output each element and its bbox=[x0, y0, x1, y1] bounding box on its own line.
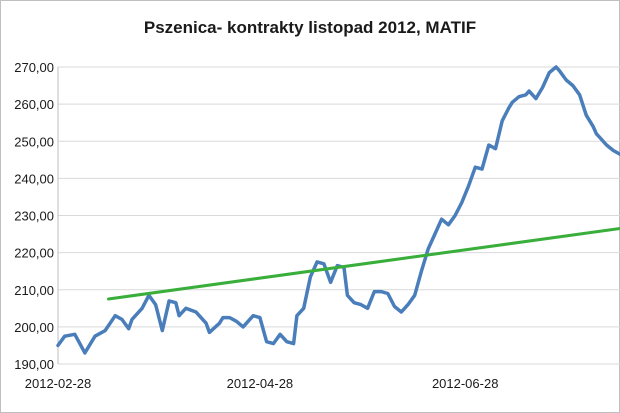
x-tick-label-2012-02-28: 2012-02-28 bbox=[25, 376, 92, 391]
grid-lines bbox=[57, 66, 620, 365]
trend-series-line bbox=[107, 227, 620, 301]
axis-tick-labels: 190,00 200,00 210,00 220,00 230,00 240,00 250,… bbox=[14, 60, 498, 391]
y-tick-label-210: 210,00 bbox=[14, 283, 54, 298]
y-tick-label-190: 190,00 bbox=[14, 357, 54, 372]
price-series-line bbox=[56, 65, 620, 355]
y-tick-label-240: 240,00 bbox=[14, 171, 54, 186]
y-tick-label-270: 270,00 bbox=[14, 60, 54, 75]
x-tick-label-2012-06-28: 2012-06-28 bbox=[432, 376, 499, 391]
series-lines bbox=[56, 65, 620, 355]
y-tick-label-250: 250,00 bbox=[14, 134, 54, 149]
y-tick-label-230: 230,00 bbox=[14, 209, 54, 224]
y-tick-label-260: 260,00 bbox=[14, 97, 54, 112]
y-tick-label-200: 200,00 bbox=[14, 320, 54, 335]
chart-title: Pszenica- kontrakty listopad 2012, MATIF bbox=[143, 18, 477, 37]
x-tick-label-2012-04-28: 2012-04-28 bbox=[227, 376, 294, 391]
y-tick-label-220: 220,00 bbox=[14, 246, 54, 261]
